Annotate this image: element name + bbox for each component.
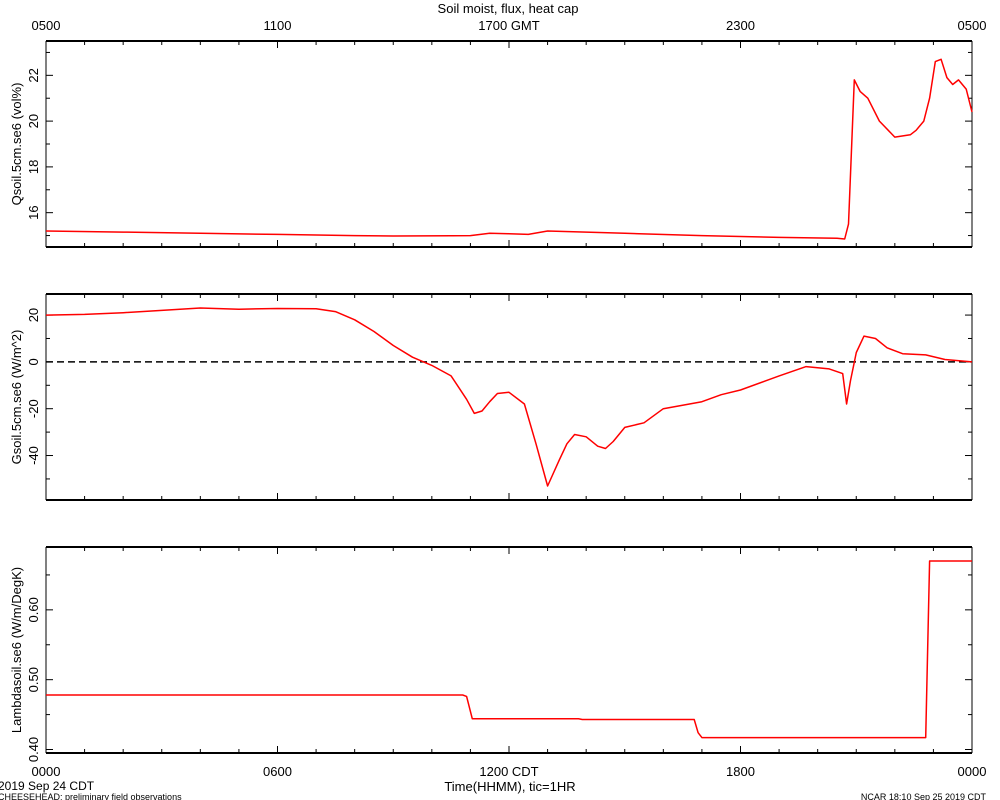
bottom-tick-label: 0000: [32, 764, 61, 779]
y-tick-label: 18: [26, 160, 41, 174]
top-tick-label: 1700 GMT: [478, 18, 539, 33]
series-line: [45, 58, 973, 240]
chart-title: Soil moist, flux, heat cap: [438, 1, 579, 16]
footer-date: 2019 Sep 24 CDT: [0, 779, 95, 793]
top-axis-ticks: 0500 1100 1700 GMT 2300 0500: [32, 18, 987, 33]
y-tick-label: 22: [26, 68, 41, 82]
y-tick-label: 0.40: [26, 737, 41, 762]
x-axis-label: Time(HHMM), tic=1HR: [444, 779, 575, 794]
footer-project: CHEESEHEAD: preliminary field observatio…: [0, 792, 182, 800]
top-tick-label: 1100: [264, 18, 292, 33]
bottom-tick-label: 0600: [263, 764, 292, 779]
top-tick-label: 2300: [726, 18, 755, 33]
bottom-axis-ticks: 0000 0600 1200 CDT 1800 0000: [32, 764, 987, 779]
series-line: [46, 560, 972, 739]
y-tick-label: 20: [26, 114, 41, 128]
y-axis-label: Lambdasoil.se6 (W/m/DegK): [9, 567, 24, 733]
top-tick-label: 0500: [958, 18, 987, 33]
y-tick-label: -40: [26, 446, 41, 465]
bottom-tick-label: 1800: [726, 764, 755, 779]
top-tick-label: 0500: [32, 18, 61, 33]
y-axis-label: Gsoil.5cm.se6 (W/m^2): [9, 330, 24, 465]
y-tick-label: 20: [26, 308, 41, 322]
y-tick-label: -20: [26, 399, 41, 418]
y-tick-label: 0.60: [26, 597, 41, 622]
y-axis-label: Qsoil.5cm.se6 (vol%): [9, 83, 24, 206]
y-tick-label: 16: [26, 205, 41, 219]
bottom-tick-label: 0000: [958, 764, 987, 779]
y-tick-label: 0: [26, 358, 41, 365]
bottom-tick-label: 1200 CDT: [479, 764, 538, 779]
y-tick-label: 0.50: [26, 667, 41, 692]
footer-stamp: NCAR 18:10 Sep 25 2019 CDT: [861, 792, 987, 800]
series-line: [45, 307, 973, 487]
